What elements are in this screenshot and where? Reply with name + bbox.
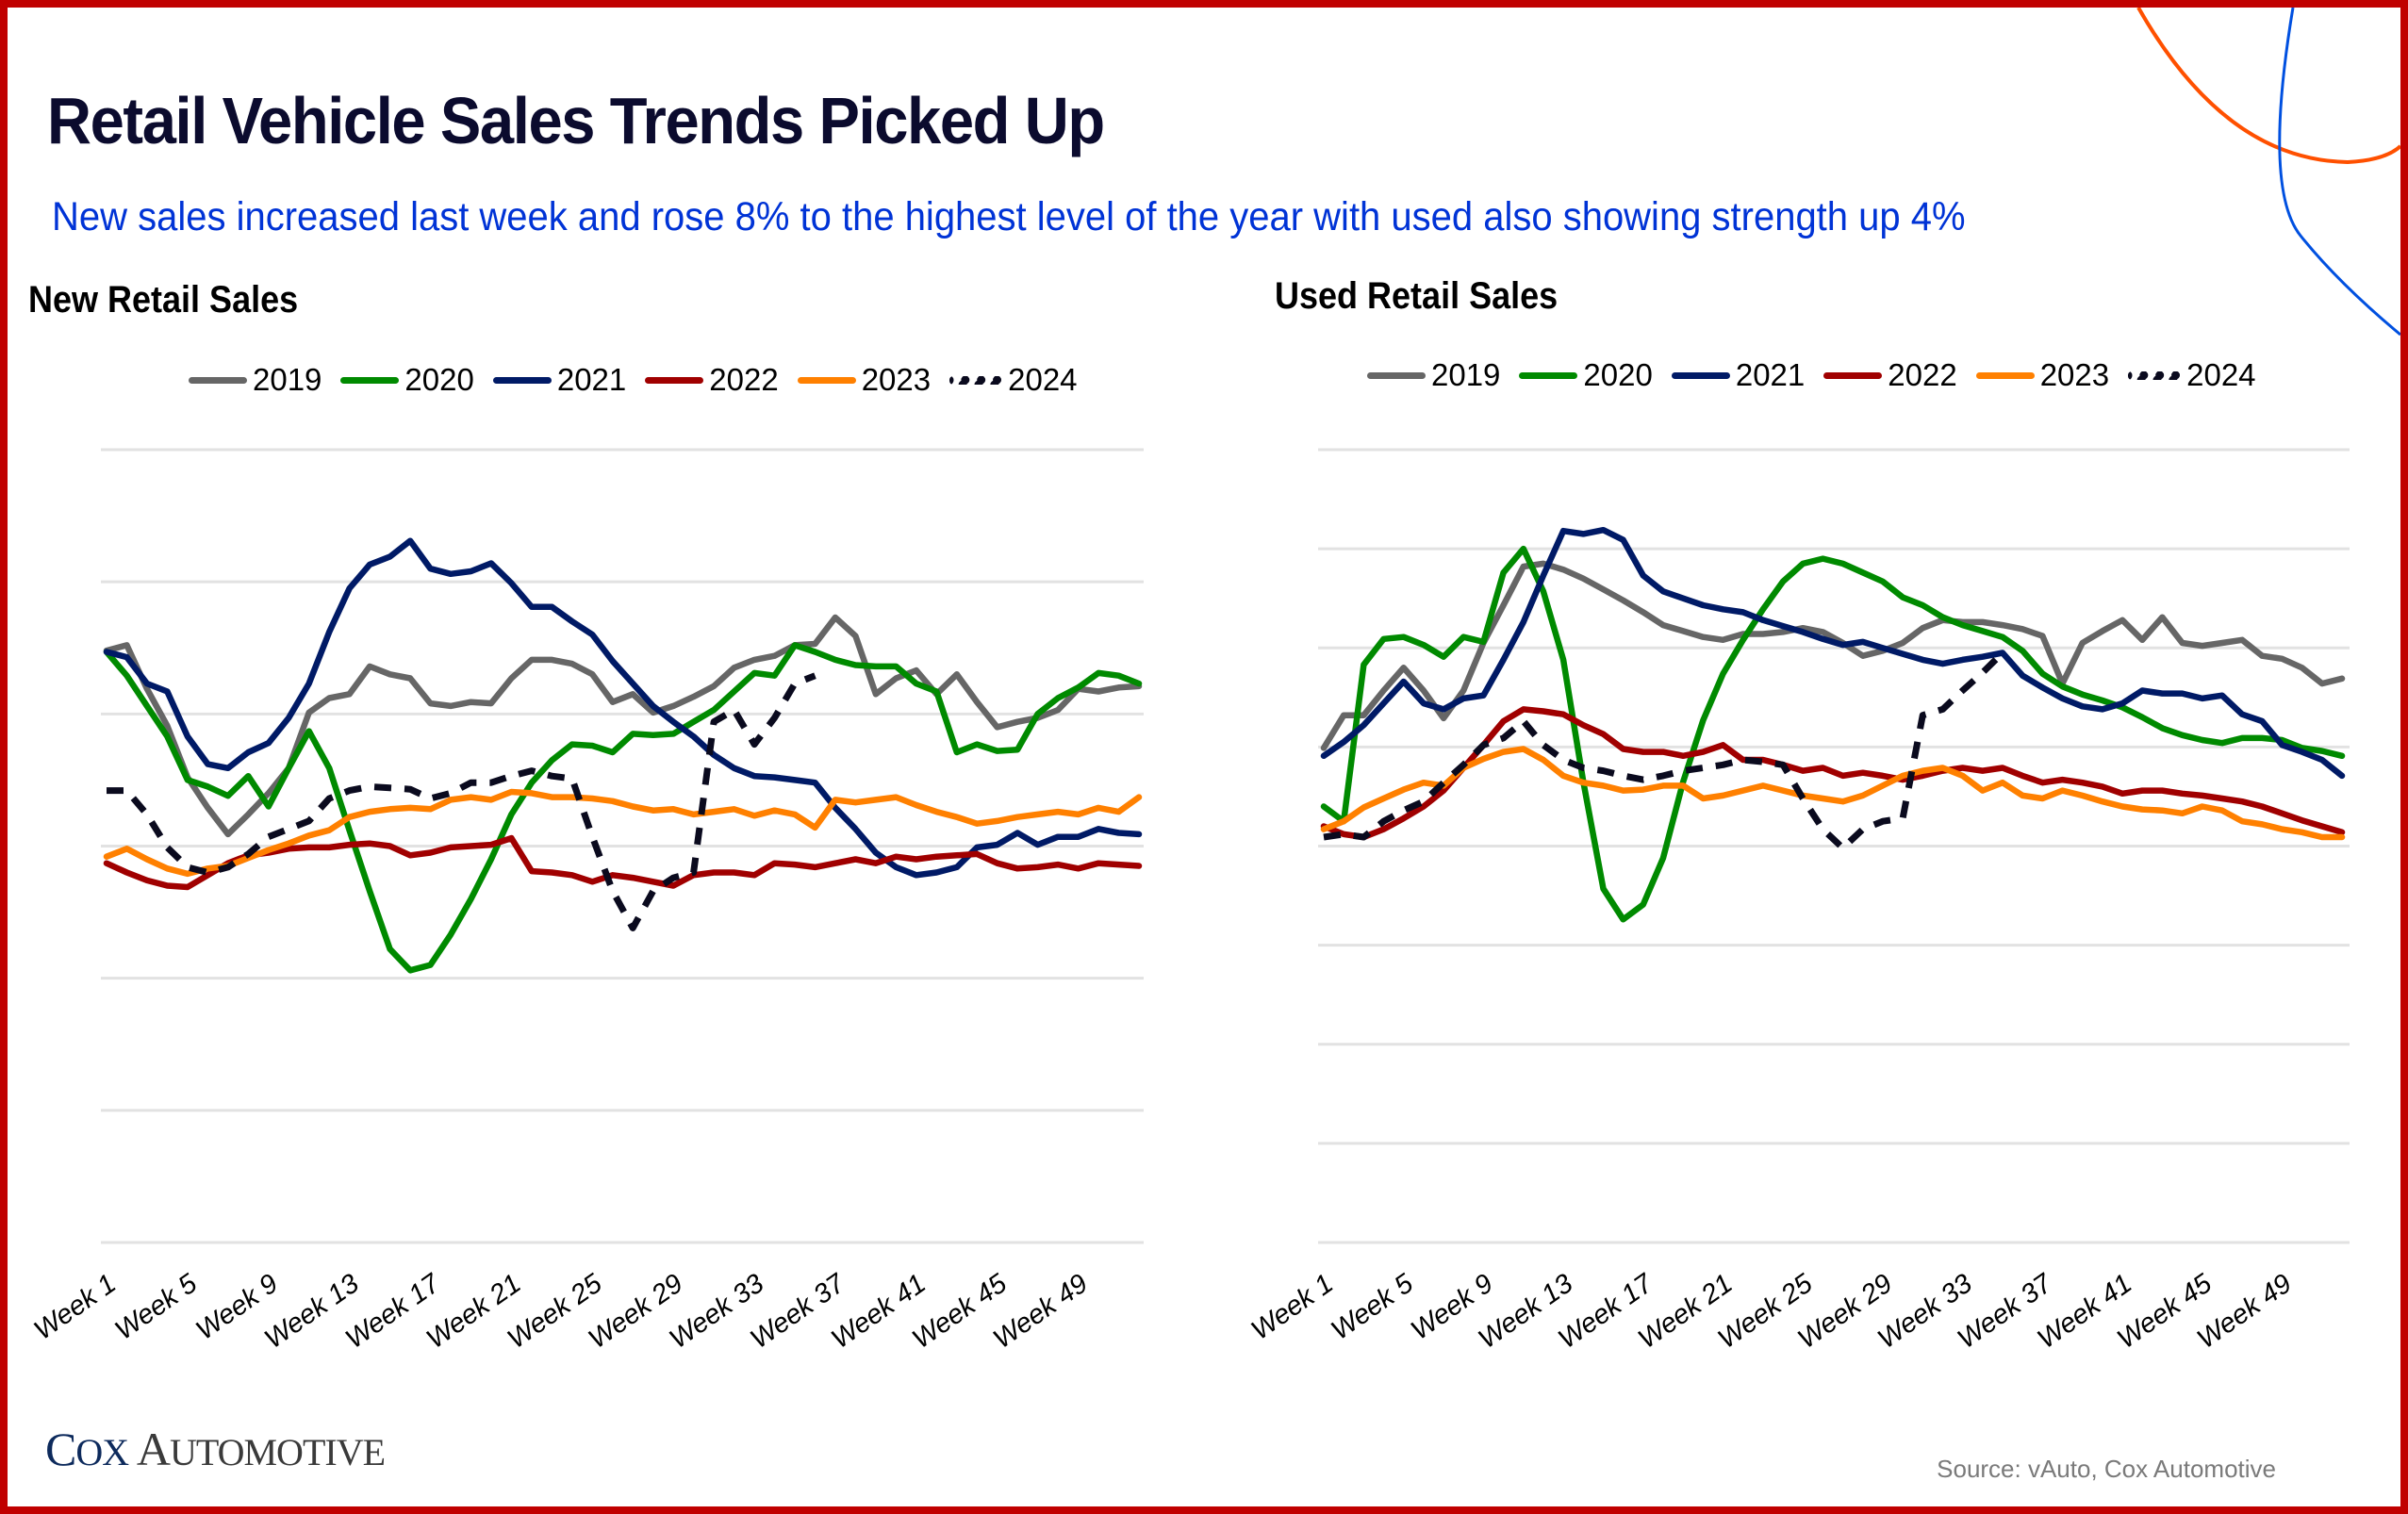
legend-item-2020: 2020 (1519, 357, 1653, 393)
x-tick-label: Week 1 (1246, 1269, 1339, 1346)
x-tick-label: Week 1 (29, 1269, 122, 1346)
x-tick-label: Week 5 (109, 1268, 203, 1346)
x-tick-label: Week 5 (1326, 1268, 1419, 1346)
legend-swatch (1671, 371, 1730, 379)
legend-swatch (1367, 371, 1426, 379)
logo-automotive-rest: UTOMOTIVE (170, 1431, 386, 1473)
page-subtitle: New sales increased last week and rose 8… (52, 194, 1966, 239)
used-retail-chart-title: Used Retail Sales (1275, 275, 1559, 317)
series-line-2024 (1323, 650, 2005, 852)
series-line-2023 (103, 788, 1143, 878)
series-line-2019 (103, 614, 1143, 838)
legend-item-2021: 2021 (492, 362, 627, 398)
page-title: Retail Vehicle Sales Trends Picked Up (47, 84, 1105, 157)
series-line-2019 (1320, 560, 2346, 751)
new-retail-chart-title: New Retail Sales (28, 279, 299, 321)
legend-item-2019: 2019 (1367, 357, 1500, 393)
legend-item-2022: 2022 (1823, 357, 1957, 393)
series-line-2024 (107, 672, 816, 931)
series-line-2020 (1320, 545, 2346, 923)
legend-label: 2024 (2186, 357, 2256, 392)
series-line-2023 (1320, 746, 2346, 841)
legend-label: 2022 (709, 362, 779, 397)
logo-cox-rest: OX (75, 1431, 129, 1473)
legend-label: 2021 (1735, 357, 1806, 392)
legend-swatch (189, 376, 247, 384)
legend-label: 2019 (1431, 357, 1501, 392)
series-line-2021 (1320, 526, 2346, 780)
legend-item-2021: 2021 (1671, 357, 1806, 393)
logo-cox-initial: C (45, 1423, 76, 1475)
legend-label: 2024 (1008, 362, 1078, 397)
legend-label: 2020 (404, 362, 474, 397)
new-retail-legend: 2019 2020 2021 2022 2023 2024 (189, 362, 1078, 398)
legend-label: 2023 (861, 362, 932, 397)
legend-swatch (2128, 370, 2182, 380)
legend-label: 2019 (253, 362, 322, 397)
blue-arc-decoration (2278, 7, 2401, 337)
legend-item-2020: 2020 (340, 362, 474, 398)
used-retail-legend: 2019 2020 2021 2022 2023 2024 (1367, 357, 2256, 393)
legend-item-2022: 2022 (645, 362, 779, 398)
legend-swatch (645, 376, 704, 384)
legend-swatch (1519, 371, 1578, 379)
legend-swatch (949, 375, 1003, 385)
legend-label: 2022 (1888, 357, 1957, 392)
legend-item-2024: 2024 (949, 362, 1078, 398)
legend-label: 2020 (1583, 357, 1653, 392)
legend-swatch (492, 376, 552, 384)
legend-item-2019: 2019 (189, 362, 322, 398)
legend-swatch (1823, 371, 1883, 379)
source-note: Source: vAuto, Cox Automotive (1937, 1455, 2276, 1483)
legend-swatch (340, 376, 400, 384)
legend-item-2023: 2023 (797, 362, 932, 398)
legend-swatch (797, 376, 856, 384)
legend-label: 2021 (556, 362, 627, 397)
orange-arc-decoration (2136, 7, 2402, 165)
series-line-2022 (1320, 706, 2346, 841)
series-line-2020 (103, 642, 1143, 974)
legend-item-2023: 2023 (1975, 357, 2110, 393)
logo-automotive-initial: A (136, 1423, 171, 1475)
cox-automotive-logo: COX AUTOMOTIVE (45, 1422, 386, 1476)
legend-item-2024: 2024 (2128, 357, 2256, 393)
legend-swatch (1975, 371, 2035, 379)
legend-label: 2023 (2039, 357, 2110, 392)
series-line-2022 (103, 834, 1143, 891)
